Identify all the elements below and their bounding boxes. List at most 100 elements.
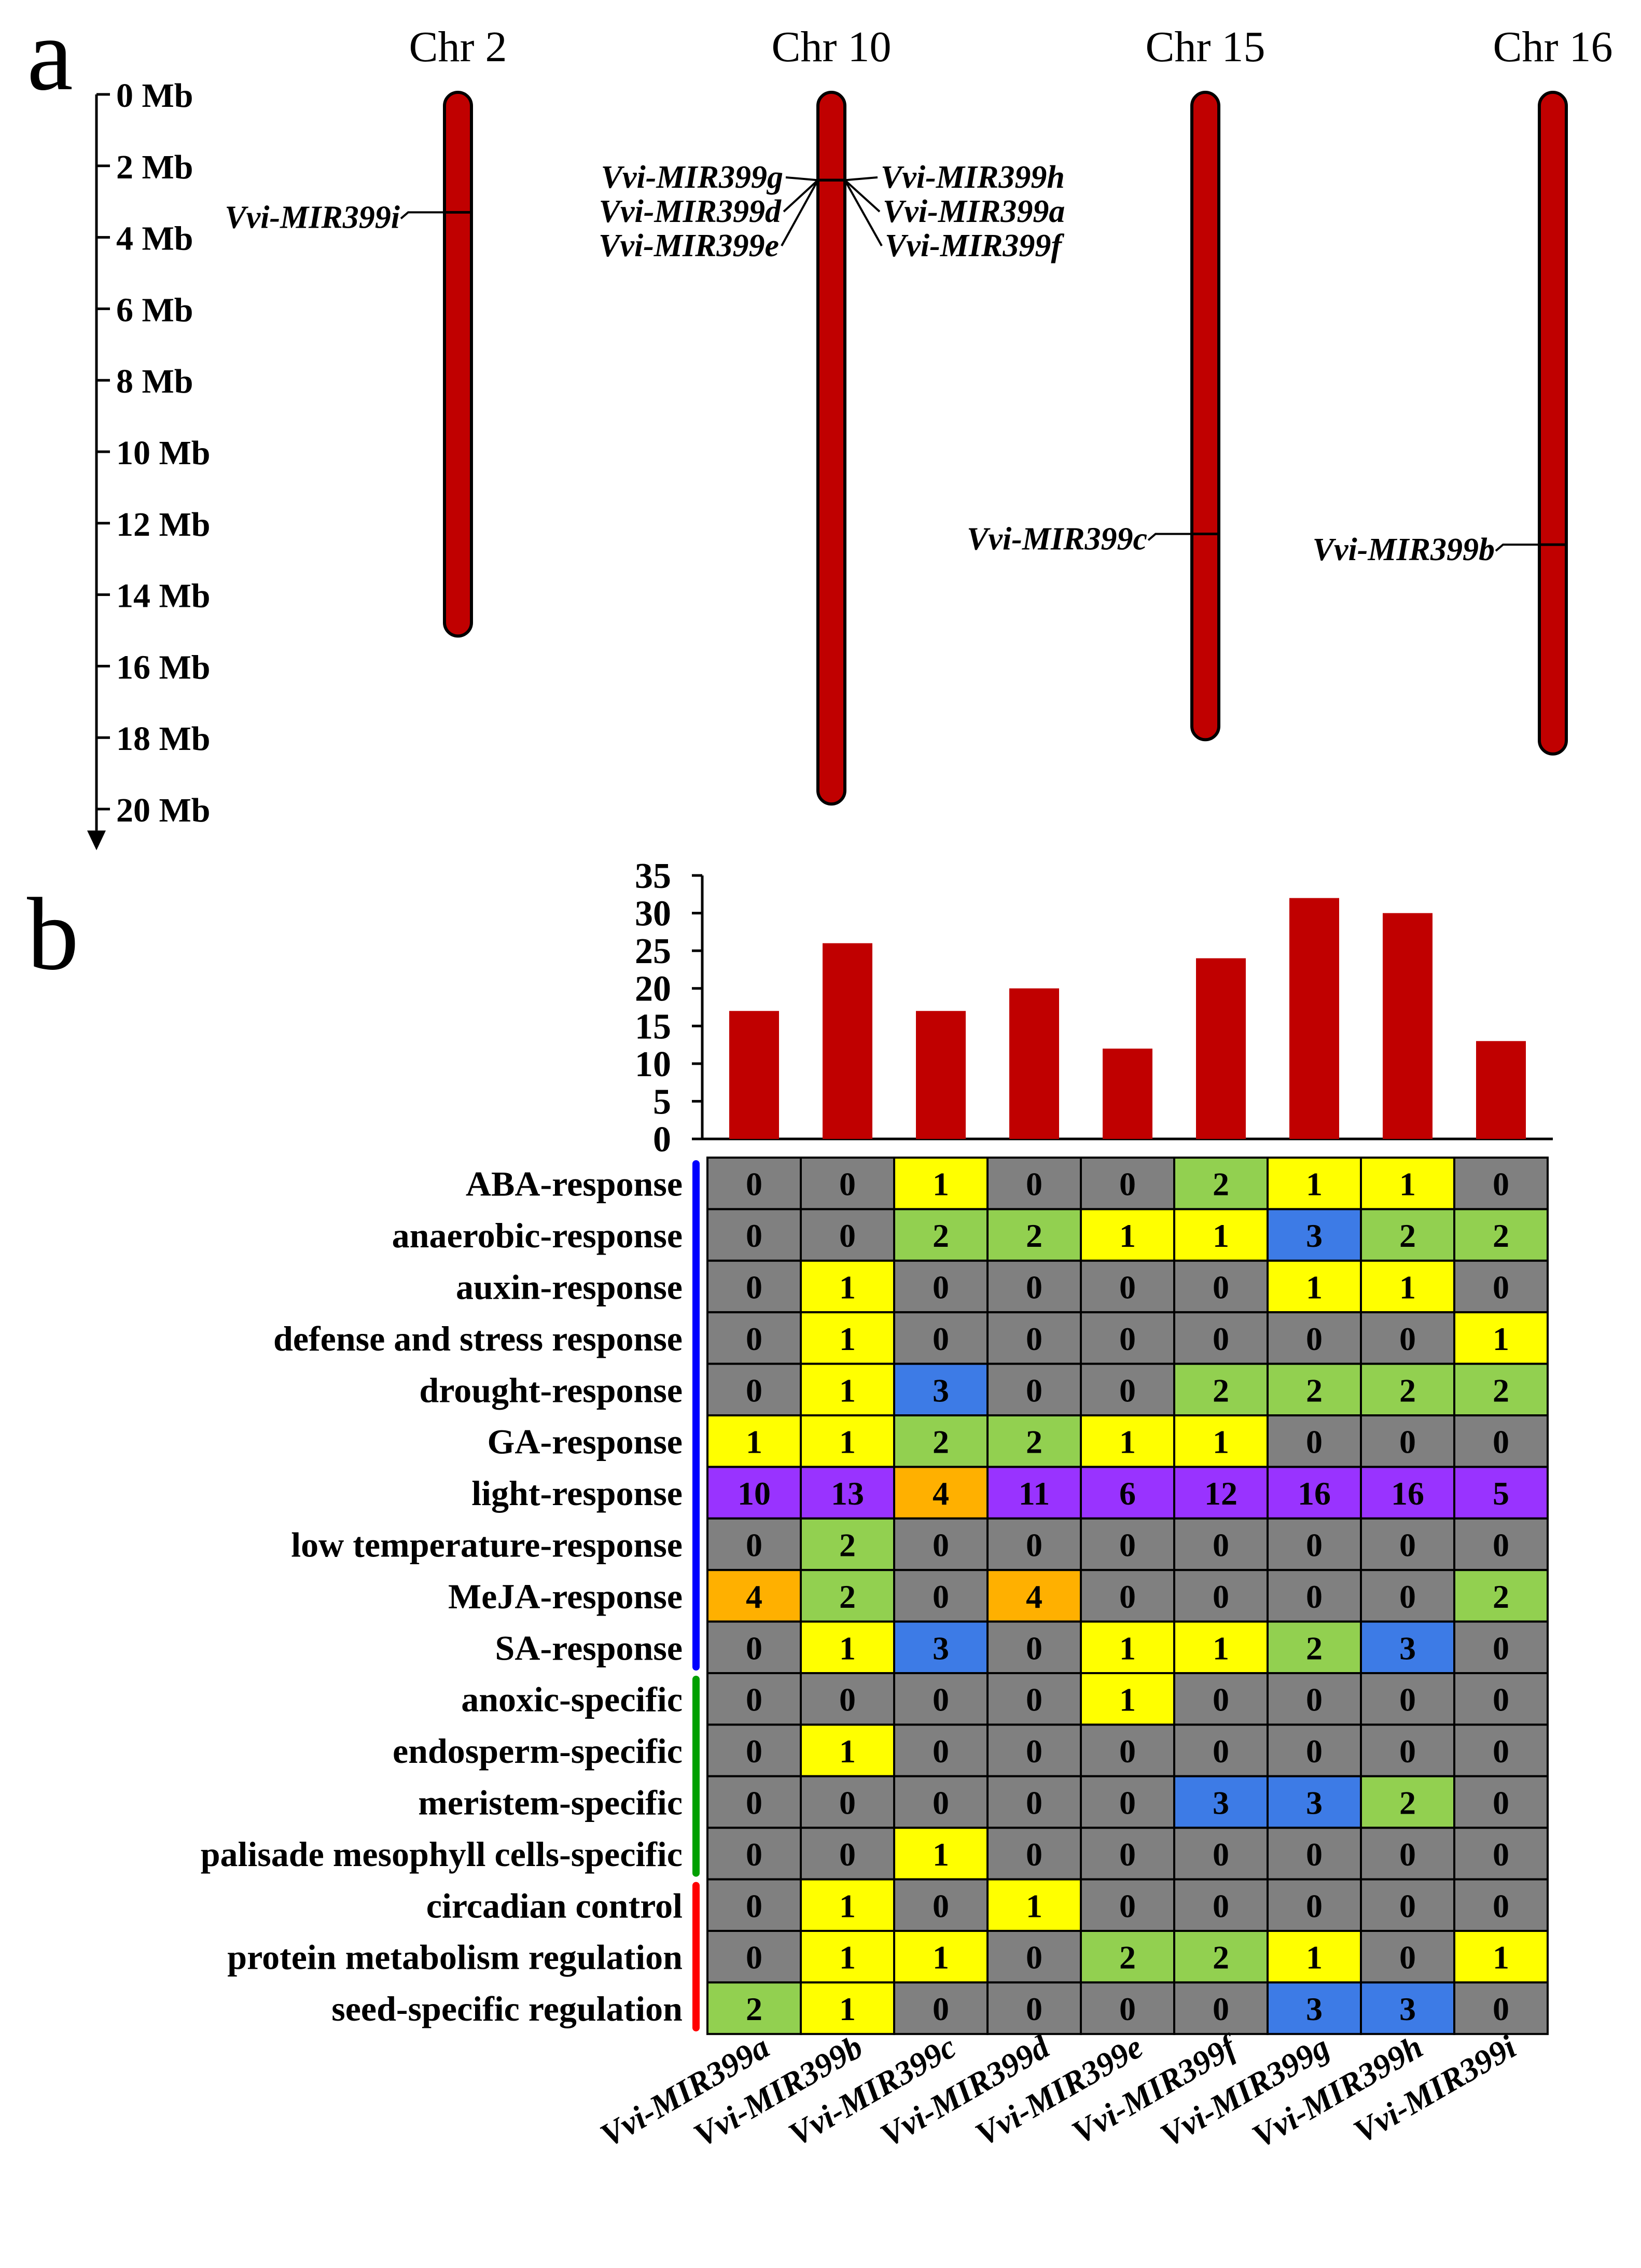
heatmap-cell-value: 0 — [1119, 1269, 1136, 1306]
heatmap-cell — [1080, 1981, 1175, 2035]
heatmap-cell — [893, 1157, 989, 1210]
heatmap-cell — [1173, 1723, 1269, 1777]
heatmap-cell — [893, 1930, 989, 1984]
heatmap-cell-value: 1 — [1026, 1887, 1042, 1924]
heatmap-cell-value: 0 — [1119, 1733, 1136, 1770]
heatmap-cell-value: 0 — [933, 1681, 949, 1718]
heatmap-cell — [706, 1259, 802, 1314]
heatmap-row-label: anaerobic-response — [392, 1216, 683, 1255]
heatmap-cell — [1080, 1466, 1175, 1520]
heatmap-row-label: drought-response — [419, 1370, 683, 1410]
heatmap-cell — [706, 1157, 802, 1210]
heatmap-cell-value: 0 — [1306, 1578, 1323, 1615]
gene-leader — [844, 179, 881, 213]
heatmap-cell — [986, 1208, 1082, 1262]
heatmap-cell-value: 2 — [933, 1424, 949, 1460]
heatmap-cell — [893, 1362, 989, 1417]
gene-leader — [783, 179, 819, 213]
heatmap-cell-value: 0 — [1399, 1320, 1416, 1357]
axis-tick-label: 4 Mb — [116, 220, 193, 258]
gene-leader — [1147, 533, 1192, 541]
heatmap-cell-value: 2 — [839, 1527, 856, 1564]
heatmap-cell — [893, 1517, 989, 1571]
gene-leader — [400, 211, 444, 219]
heatmap-cell-value: 1 — [1399, 1166, 1416, 1203]
heatmap-cell-value: 0 — [933, 1320, 949, 1357]
heatmap-cell-value: 2 — [933, 1217, 949, 1254]
heatmap-cell-value: 0 — [839, 1785, 856, 1821]
heatmap-cell-value: 4 — [933, 1475, 949, 1512]
heatmap-cell — [1360, 1981, 1455, 2035]
bar-y-tick-label: 5 — [653, 1082, 671, 1122]
heatmap-cell — [800, 1414, 895, 1468]
heatmap-row-label: endosperm-specific — [393, 1731, 683, 1771]
heatmap-cell-value: 2 — [1213, 1166, 1229, 1203]
heatmap-cell — [706, 1311, 802, 1365]
heatmap-cell — [706, 1620, 802, 1675]
heatmap-cell-value: 0 — [1399, 1939, 1416, 1976]
heatmap-cell-value: 0 — [1306, 1836, 1323, 1873]
chromosome-bar — [816, 91, 846, 806]
panel-a-label: a — [27, 0, 73, 112]
heatmap-cell-value: 1 — [839, 1887, 856, 1924]
heatmap-cell-value: 0 — [1399, 1733, 1416, 1770]
gene-label: Vvi-MIR399g — [601, 160, 783, 195]
heatmap-cell-value: 0 — [746, 1681, 762, 1718]
heatmap-cell — [1360, 1517, 1455, 1571]
heatmap-cell-value: 1 — [1493, 1939, 1509, 1976]
bar-vvi-mir399d — [1009, 988, 1059, 1139]
heatmap-cell — [1080, 1569, 1175, 1623]
heatmap-row-label: seed-specific regulation — [331, 1989, 683, 2028]
heatmap-row-label: GA-response — [487, 1422, 683, 1462]
heatmap-cell-value: 0 — [1213, 1836, 1229, 1873]
heatmap-cell-value: 0 — [746, 1630, 762, 1666]
heatmap-cell — [1267, 1157, 1362, 1210]
chromosome-title: Chr 16 — [1493, 23, 1613, 71]
heatmap-cell — [1173, 1981, 1269, 2035]
heatmap-cell-value: 0 — [1119, 1320, 1136, 1357]
heatmap-cell-value: 2 — [1306, 1372, 1323, 1409]
heatmap-cell-value: 0 — [1119, 1785, 1136, 1821]
heatmap-cell — [1360, 1723, 1455, 1777]
heatmap-cell-value: 2 — [1493, 1372, 1509, 1409]
panel-b-label: b — [27, 877, 79, 992]
heatmap-cell-value: 0 — [1306, 1733, 1323, 1770]
heatmap-cell-value: 0 — [1306, 1681, 1323, 1718]
heatmap-cell — [1173, 1466, 1269, 1520]
heatmap-cell-value: 2 — [1119, 1939, 1136, 1976]
heatmap-cell — [706, 1414, 802, 1468]
axis-tick-label: 0 Mb — [116, 77, 193, 115]
heatmap-cell-value: 0 — [1026, 1630, 1042, 1666]
heatmap-cell — [1453, 1878, 1549, 1932]
heatmap-cell-value: 1 — [1213, 1630, 1229, 1666]
bar-vvi-mir399c — [916, 1011, 966, 1139]
gene-label: Vvi-MIR399f — [885, 228, 1064, 263]
heatmap-cell — [1360, 1569, 1455, 1623]
heatmap-row-label: anoxic-specific — [461, 1680, 683, 1719]
heatmap-cell-value: 0 — [1026, 1836, 1042, 1873]
heatmap-cell-value: 2 — [1399, 1217, 1416, 1254]
heatmap-cell-value: 0 — [746, 1836, 762, 1873]
bar-vvi-mir399a — [729, 1011, 779, 1139]
heatmap-cell-value: 0 — [933, 1269, 949, 1306]
heatmap-row-label: MeJA-response — [448, 1577, 683, 1616]
heatmap-cell — [1080, 1672, 1175, 1726]
heatmap-cell-value: 16 — [1391, 1475, 1424, 1512]
heatmap-cell — [706, 1981, 802, 2035]
heatmap-cell — [1080, 1157, 1175, 1210]
heatmap-cell-value: 2 — [1493, 1217, 1509, 1254]
heatmap-cell-value: 1 — [933, 1939, 949, 1976]
heatmap-cell — [1453, 1981, 1549, 2035]
heatmap-cell-value: 2 — [839, 1578, 856, 1615]
heatmap-cell-value: 0 — [839, 1836, 856, 1873]
heatmap-cell-value: 0 — [1213, 1887, 1229, 1924]
heatmap-cell — [893, 1775, 989, 1829]
heatmap-cell-value: 1 — [839, 1269, 856, 1306]
heatmap-cell-value: 0 — [1026, 1785, 1042, 1821]
heatmap-cell-value: 0 — [1119, 1836, 1136, 1873]
heatmap-row-label: circadian control — [426, 1886, 683, 1925]
bar-vvi-mir399b — [823, 943, 872, 1139]
heatmap-cell-value: 0 — [1493, 1733, 1509, 1770]
heatmap-cell-value: 0 — [746, 1527, 762, 1564]
